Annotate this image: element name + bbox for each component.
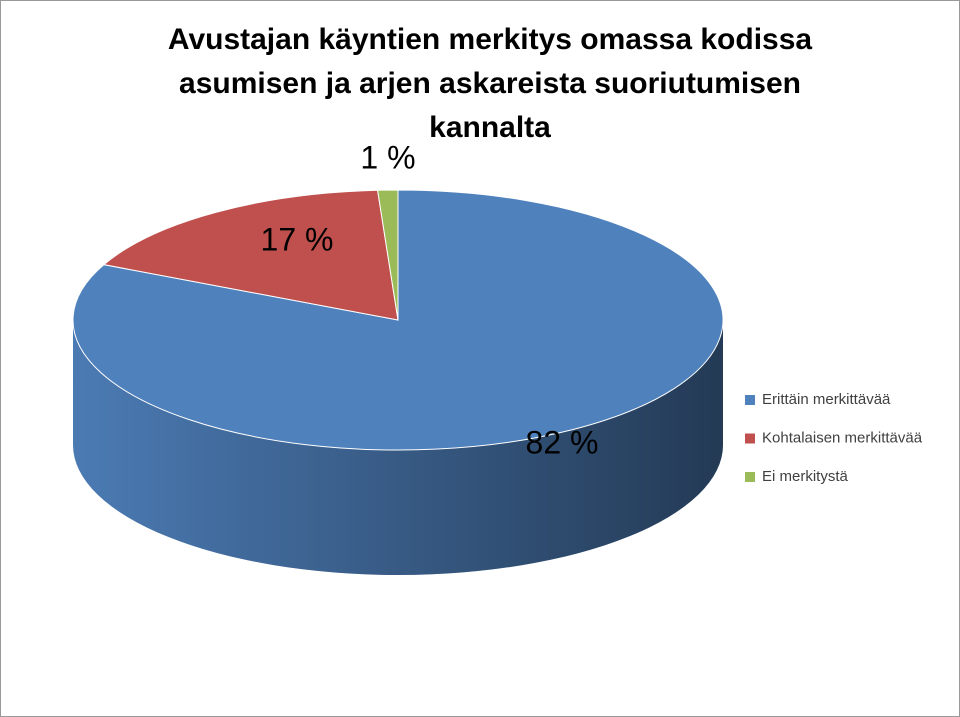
pie-slice <box>102 189 399 321</box>
legend-label: Ei merkitystä <box>762 468 849 485</box>
legend: Erittäin merkittävää Kohtalaisen merkittä… <box>745 391 923 485</box>
legend-label: Kohtalaisen merkittävää <box>762 429 923 446</box>
pie: 82 % 17 % 1 % <box>72 139 724 575</box>
pie-slice <box>377 189 399 321</box>
legend-swatch <box>745 472 755 482</box>
chart-title: Avustajan käyntien merkitys omassa kodis… <box>167 23 813 144</box>
pie-side-shade <box>73 320 723 575</box>
legend-swatch <box>745 433 755 444</box>
legend-swatch <box>745 395 755 405</box>
title-box: Avustajan käyntien merkitys omassa kodis… <box>167 23 813 144</box>
legend-label: Erittäin merkittävää <box>762 391 891 408</box>
value-label: 17 % <box>261 221 334 257</box>
value-label: 82 % <box>526 424 599 460</box>
value-label: 1 % <box>360 139 415 175</box>
